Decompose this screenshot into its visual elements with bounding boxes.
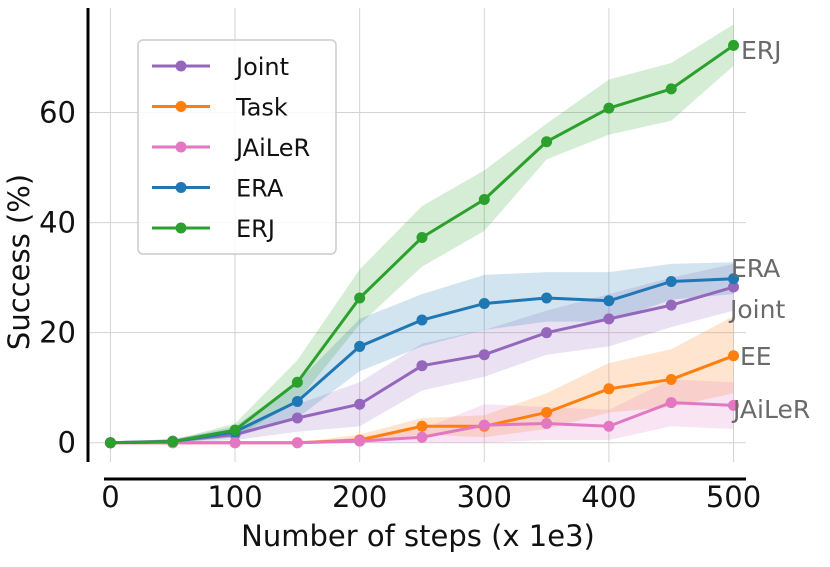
legend-label-erj: ERJ — [236, 215, 275, 243]
x-tick-label: 200 — [332, 480, 387, 514]
point-erj — [229, 424, 241, 436]
point-era — [603, 295, 615, 307]
legend-label-era: ERA — [236, 175, 284, 203]
point-joint — [728, 281, 740, 293]
point-jailer — [478, 419, 490, 431]
point-jailer — [541, 417, 553, 429]
point-erj — [665, 83, 677, 95]
point-era — [541, 292, 553, 304]
legend: Joint Task JAiLeR ERA ERJ — [137, 39, 337, 255]
y-tick-label: 60 — [39, 96, 76, 130]
end-label-ee: EE — [740, 342, 772, 371]
point-joint — [541, 327, 553, 339]
x-tick-label: 100 — [207, 480, 262, 514]
point-jailer — [229, 437, 241, 449]
point-erj — [728, 39, 740, 51]
point-task — [728, 350, 740, 362]
point-era — [354, 340, 366, 352]
point-task — [665, 373, 677, 385]
legend-label-joint: Joint — [234, 53, 289, 81]
point-era — [291, 395, 303, 407]
legend-label-task: Task — [235, 94, 288, 122]
y-tick-label: 0 — [58, 426, 76, 460]
point-joint — [478, 349, 490, 361]
point-joint — [416, 360, 428, 372]
point-erj — [416, 231, 428, 243]
point-jailer — [603, 420, 615, 432]
point-erj — [478, 194, 490, 206]
point-task — [416, 420, 428, 432]
point-erj — [291, 376, 303, 388]
band-era — [110, 262, 734, 443]
end-label-joint: Joint — [728, 295, 785, 324]
point-jailer — [354, 435, 366, 447]
legend-label-jailer: JAiLeR — [234, 134, 310, 162]
x-tick-label: 400 — [581, 480, 636, 514]
legend-marker-erj — [175, 222, 187, 234]
point-era — [665, 276, 677, 288]
legend-marker-task — [175, 101, 187, 112]
end-labels: ERJ ERA Joint EE JAiLeR — [728, 36, 810, 424]
x-tick-label: 300 — [457, 480, 512, 514]
point-jailer — [416, 431, 428, 443]
point-erj — [104, 437, 116, 449]
series-points — [104, 39, 740, 449]
point-joint — [291, 412, 303, 424]
point-erj — [541, 136, 553, 148]
point-joint — [354, 398, 366, 410]
band-task — [110, 316, 734, 443]
x-tick-label: 500 — [706, 480, 761, 514]
x-tick-label: 0 — [101, 480, 119, 514]
point-jailer — [728, 399, 740, 411]
end-label-erj: ERJ — [741, 36, 782, 65]
point-joint — [603, 313, 615, 325]
point-erj — [167, 436, 179, 448]
legend-marker-joint — [175, 60, 187, 72]
point-jailer — [291, 437, 303, 449]
x-axis-title: Number of steps (x 1e3) — [241, 519, 595, 553]
point-jailer — [665, 397, 677, 409]
legend-box — [137, 39, 337, 255]
point-joint — [665, 299, 677, 311]
point-task — [541, 406, 553, 418]
band-joint — [110, 263, 734, 443]
band-jailer — [110, 379, 734, 443]
point-erj — [354, 292, 366, 304]
end-label-era: ERA — [731, 254, 780, 283]
y-tick-label: 20 — [39, 316, 76, 350]
y-tick-label: 40 — [39, 206, 76, 240]
point-era — [478, 298, 490, 310]
point-task — [603, 383, 615, 395]
point-era — [728, 273, 740, 285]
end-label-jailer: JAiLeR — [731, 395, 810, 424]
legend-marker-era — [175, 182, 187, 193]
legend-marker-jailer — [175, 141, 187, 153]
y-axis-title: Success (%) — [2, 174, 36, 350]
point-erj — [603, 102, 615, 114]
point-era — [416, 314, 428, 326]
tick-labels: 0 100 200 300 400 500 0 20 40 60 — [39, 96, 761, 514]
